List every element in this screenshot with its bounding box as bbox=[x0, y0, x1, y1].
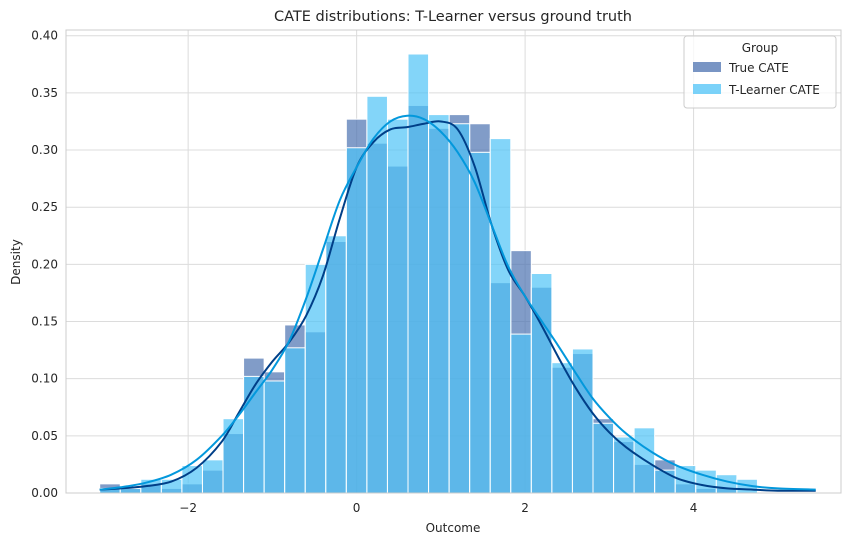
legend-swatch-true-cate bbox=[693, 62, 721, 72]
kde-curves bbox=[99, 114, 816, 492]
legend: Group True CATE T-Learner CATE bbox=[683, 35, 837, 109]
x-axis-label: Outcome bbox=[426, 521, 481, 535]
bar-t-learner-cate bbox=[263, 380, 286, 494]
bar-t-learner-cate bbox=[304, 263, 327, 494]
bar-t-learner-cate bbox=[366, 95, 388, 494]
y-axis-label: Density bbox=[9, 239, 23, 285]
histogram-bars bbox=[99, 53, 758, 494]
y-tick-label: 0.10 bbox=[31, 372, 58, 386]
x-tick-label: 4 bbox=[690, 501, 698, 515]
bar-t-learner-cate bbox=[530, 273, 553, 494]
kde-line-t-learner-cate bbox=[99, 114, 816, 491]
bar-t-learner-cate bbox=[181, 465, 203, 494]
y-tick-label: 0.40 bbox=[31, 29, 58, 43]
y-tick-label: 0.05 bbox=[31, 429, 58, 443]
bar-t-learner-cate bbox=[654, 469, 676, 494]
x-tick-label: 0 bbox=[353, 501, 361, 515]
y-tick-labels: 0.00 0.05 0.10 0.15 0.20 0.25 0.30 0.35 0.40 bbox=[31, 29, 58, 500]
chart-title: CATE distributions: T-Learner versus gro… bbox=[274, 9, 632, 25]
x-tick-label: −2 bbox=[179, 501, 197, 515]
y-tick-label: 0.25 bbox=[31, 200, 58, 214]
bar-t-learner-cate bbox=[325, 235, 347, 494]
bar-t-learner-cate bbox=[345, 147, 368, 494]
bar-t-learner-cate bbox=[448, 123, 471, 494]
y-tick-label: 0.15 bbox=[31, 315, 58, 329]
bar-t-learner-cate bbox=[284, 347, 306, 494]
plot-frame bbox=[65, 29, 842, 494]
y-tick-label: 0.35 bbox=[31, 86, 58, 100]
bar-t-learner-cate bbox=[386, 118, 409, 494]
x-tick-labels: −2 0 2 4 bbox=[179, 501, 697, 515]
bar-t-learner-cate bbox=[428, 114, 450, 494]
legend-swatch-t-learner-cate bbox=[693, 84, 721, 94]
bar-t-learner-cate bbox=[201, 459, 224, 494]
bar-t-learner-cate bbox=[510, 333, 532, 494]
bar-t-learner-cate bbox=[489, 138, 512, 494]
x-tick-label: 2 bbox=[521, 501, 529, 515]
bar-t-learner-cate bbox=[469, 151, 491, 494]
y-tick-label: 0.00 bbox=[31, 486, 58, 500]
legend-title: Group bbox=[742, 41, 779, 55]
y-tick-label: 0.20 bbox=[31, 257, 58, 271]
legend-label-true-cate: True CATE bbox=[728, 61, 789, 75]
legend-box bbox=[683, 35, 837, 109]
y-tick-label: 0.30 bbox=[31, 143, 58, 157]
bar-t-learner-cate bbox=[571, 348, 594, 494]
legend-label-t-learner-cate: T-Learner CATE bbox=[728, 83, 820, 97]
kde-line-true-cate bbox=[99, 120, 816, 492]
bar-t-learner-cate bbox=[551, 362, 573, 494]
